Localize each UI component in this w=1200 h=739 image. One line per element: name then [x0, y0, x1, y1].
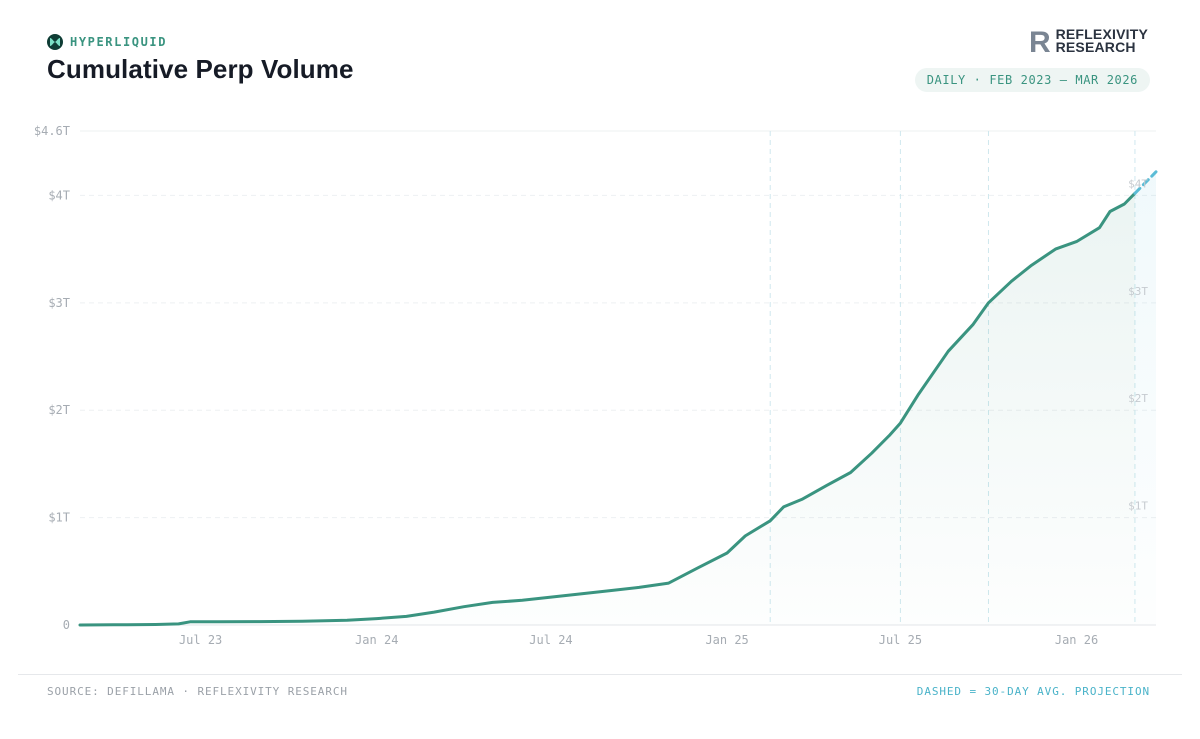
right-value-label: $3T	[1128, 285, 1148, 298]
source-note: SOURCE: DEFILLAMA · REFLEXIVITY RESEARCH	[47, 685, 348, 698]
y-tick-label: $1T	[48, 511, 70, 525]
brand: HYPERLIQUID	[47, 34, 167, 50]
chart-title: Cumulative Perp Volume	[47, 54, 354, 84]
right-value-label: $4T	[1128, 177, 1148, 190]
y-tick-label: $2T	[48, 403, 70, 417]
y-tick-label: $4.6T	[34, 124, 70, 138]
right-value-label: $1T	[1128, 500, 1148, 513]
footer-divider	[18, 674, 1182, 675]
volume-line	[78, 191, 1137, 627]
x-tick-label: Jan 26	[1055, 633, 1098, 647]
projection-line	[1133, 170, 1158, 195]
line-chart: 0 $1T $2T $3T $4T $4.6T Jul 23 Jan 24 Jul 24 Jan …	[34, 124, 1158, 647]
volume-area-fill	[80, 193, 1135, 626]
logo-word-2: RESEARCH	[1055, 39, 1136, 55]
y-tick-label: $3T	[48, 296, 70, 310]
brand-label: HYPERLIQUID	[70, 35, 168, 49]
hyperliquid-logo-icon	[47, 34, 63, 50]
projection-area-fill	[1134, 171, 1156, 625]
x-tick-label: Jul 24	[529, 633, 572, 647]
reflexivity-logo-mark-icon: R	[1029, 27, 1051, 55]
date-range-badge: DAILY · FEB 2023 – MAR 2026	[914, 68, 1150, 92]
reflexivity-research-logo: R REFLEXIVITY RESEARCH	[1028, 27, 1148, 55]
x-tick-label: Jan 25	[705, 633, 748, 647]
y-tick-label: 0	[63, 618, 70, 632]
logo-word-1: REFLEXIVITY	[1055, 26, 1148, 42]
x-tick-label: Jul 23	[179, 633, 222, 647]
x-tick-label: Jul 25	[879, 633, 922, 647]
x-tick-label: Jan 24	[355, 633, 398, 647]
right-value-label: $2T	[1128, 392, 1148, 405]
svg-text:R: R	[1029, 27, 1051, 55]
y-tick-label: $4T	[48, 188, 70, 202]
projection-legend: DASHED = 30-DAY AVG. PROJECTION	[916, 685, 1150, 698]
